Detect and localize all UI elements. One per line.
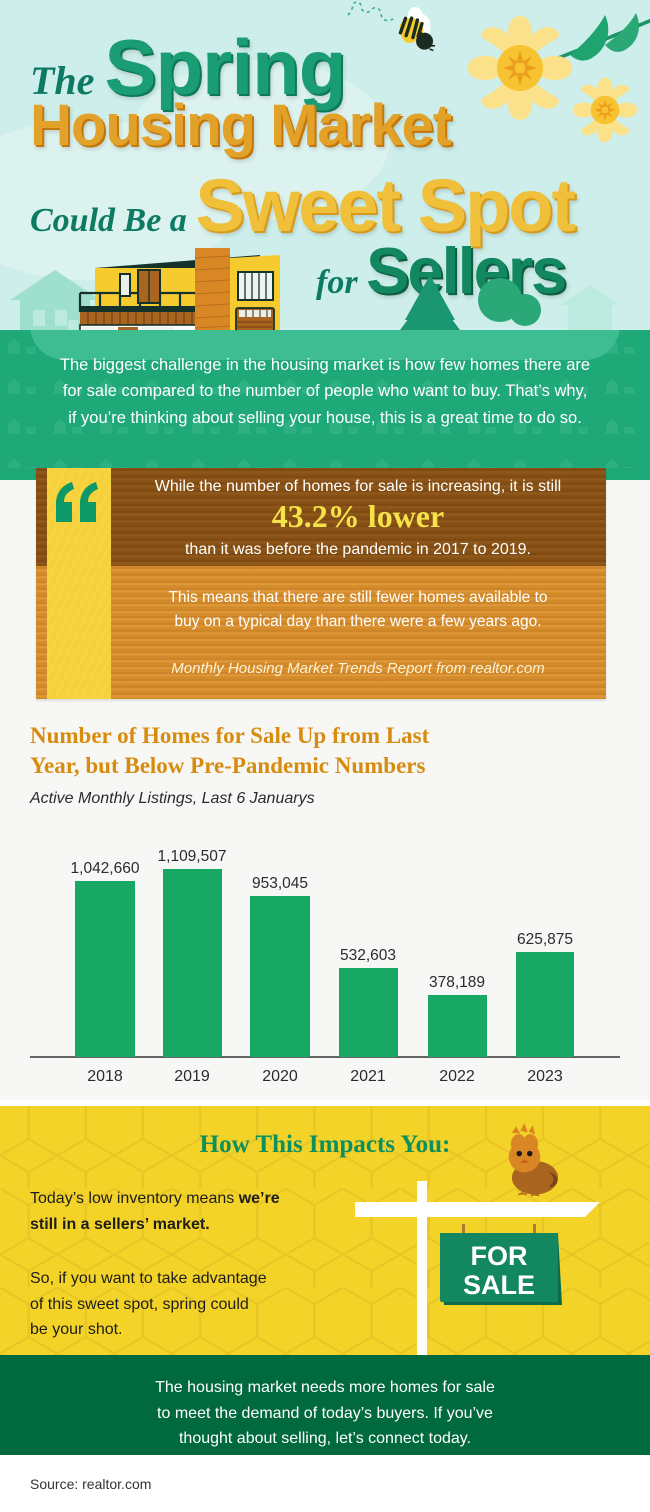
svg-text:532,603: 532,603 <box>340 947 396 964</box>
svg-text:FOR: FOR <box>471 1241 528 1271</box>
svg-text:SALE: SALE <box>463 1270 535 1300</box>
svg-text:953,045: 953,045 <box>252 875 308 892</box>
svg-text:2021: 2021 <box>350 1068 386 1085</box>
svg-text:2019: 2019 <box>174 1068 210 1085</box>
svg-text:1,042,660: 1,042,660 <box>71 860 140 877</box>
svg-text:1,109,507: 1,109,507 <box>158 848 227 865</box>
svg-text:2020: 2020 <box>262 1068 298 1085</box>
svg-text:2018: 2018 <box>87 1068 123 1085</box>
svg-text:2022: 2022 <box>439 1068 475 1085</box>
svg-text:378,189: 378,189 <box>429 974 485 991</box>
svg-text:2023: 2023 <box>527 1068 563 1085</box>
svg-text:625,875: 625,875 <box>517 931 573 948</box>
